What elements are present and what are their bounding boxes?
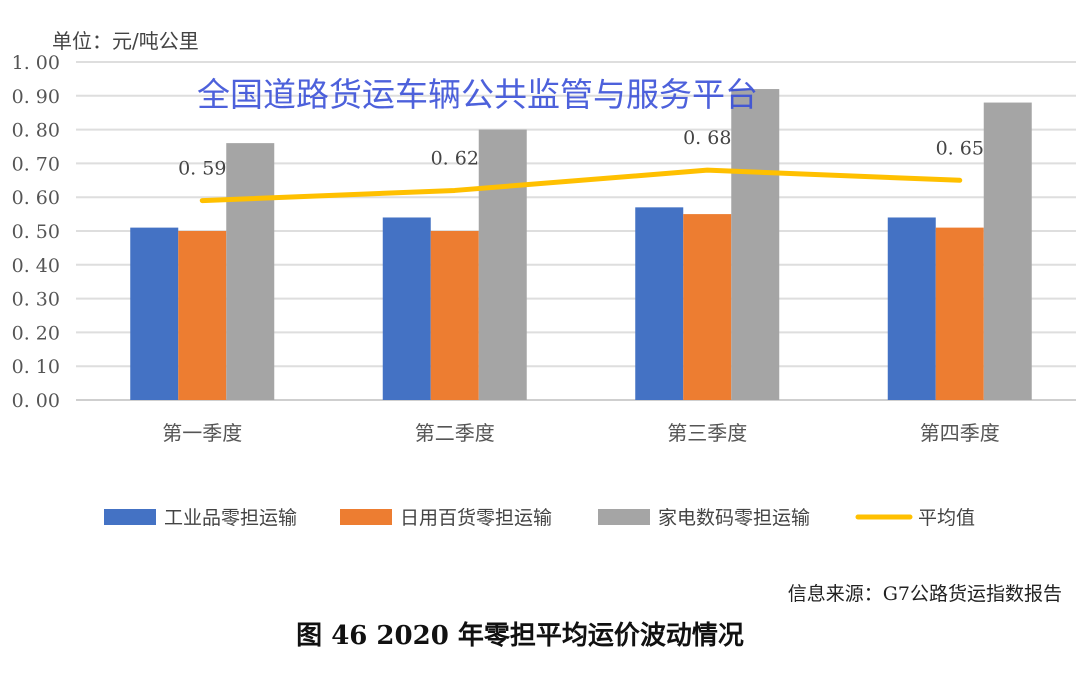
x-category-label: 第一季度 [162,421,242,445]
y-tick-label: 0. 80 [12,120,60,142]
data-label: 0. 68 [683,127,731,149]
y-tick-label: 0. 90 [12,86,60,108]
y-tick-label: 0. 70 [12,153,60,175]
legend: 工业品零担运输 日用百货零担运输 家电数码零担运输 平均值 [104,507,975,529]
legend-swatch [340,509,392,525]
unit-label: 单位：元/吨公里 [52,29,199,53]
x-category-label: 第二季度 [415,421,495,445]
data-label: 0. 62 [431,147,479,169]
legend-label: 日用百货零担运输 [400,507,552,529]
legend-swatch [104,509,156,525]
legend-label: 工业品零担运输 [164,507,297,529]
average-line-path [199,167,963,204]
bar [130,227,179,400]
y-tick-label: 0. 10 [12,356,60,378]
legend-label: 平均值 [918,507,975,529]
source-note: 信息来源：G7公路货运指数报告 [788,583,1062,605]
average-line: 0. 59 0. 62 0. 68 0. 65 [178,127,984,204]
legend-label: 家电数码零担运输 [658,507,810,529]
bar [683,214,732,400]
y-tick-label: 0. 30 [12,289,60,311]
y-tick-label: 0. 60 [12,187,60,209]
data-label: 0. 59 [178,158,226,180]
bar [178,231,227,400]
data-label: 0. 65 [936,137,984,159]
y-axis-ticks: 0. 00 0. 10 0. 20 0. 30 0. 40 0. 50 0. 60 0. 70… [12,52,60,412]
legend-swatch [598,509,650,525]
bar [887,217,936,400]
y-tick-label: 0. 50 [12,221,60,243]
y-tick-label: 0. 40 [12,255,60,277]
y-tick-label: 0. 00 [12,390,60,412]
bars [130,89,1032,400]
y-tick-label: 0. 20 [12,322,60,344]
x-category-label: 第三季度 [667,421,747,445]
bar [983,102,1032,400]
bar [478,129,527,400]
y-tick-label: 1. 00 [12,52,60,74]
bar [731,89,780,400]
bar [635,207,684,400]
watermark: 全国道路货运车辆公共监管与服务平台 [197,75,758,114]
x-axis-categories: 第一季度 第二季度 第三季度 第四季度 [162,421,1000,445]
x-category-label: 第四季度 [920,421,1000,445]
bar [382,217,431,400]
figure-caption: 图 46 2020 年零担平均运价波动情况 [296,620,744,651]
bar [226,143,275,400]
bar [935,227,984,400]
bar [430,231,479,400]
